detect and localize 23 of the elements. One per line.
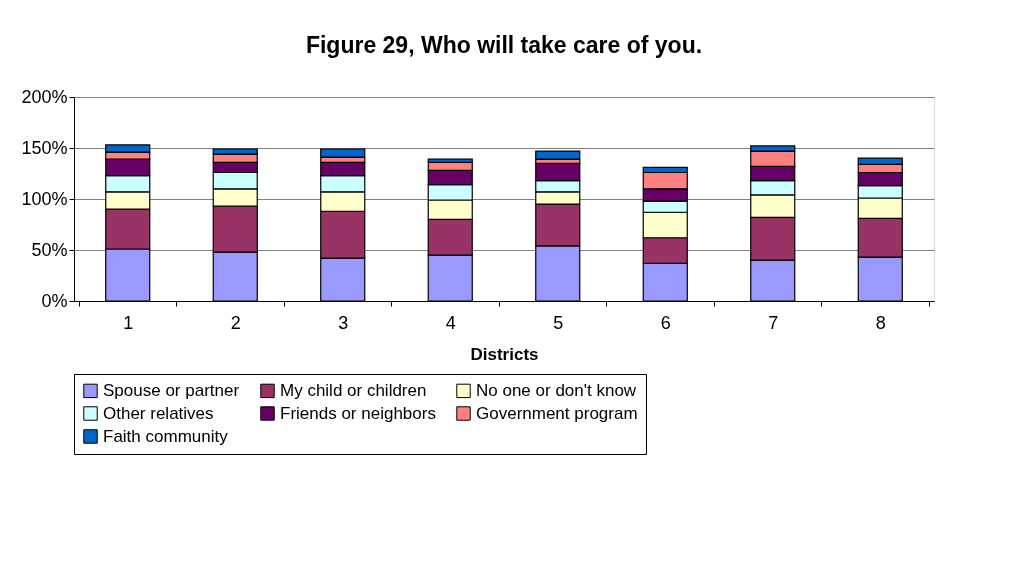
chart-title: Figure 29, Who will take care of you. [305, 32, 703, 58]
x-tick-label: 4 [445, 312, 456, 333]
x-tick-label: 7 [768, 312, 779, 333]
legend-label: Faith community [103, 426, 229, 446]
legend-label: No one or don't know [476, 380, 637, 400]
x-tick-label: 2 [230, 312, 241, 333]
bar [535, 150, 581, 160]
legend-label: Spouse or partner [103, 380, 240, 400]
legend-label: Government program [476, 403, 638, 423]
y-tick-label: 150% [21, 137, 68, 158]
x-tick-label: 5 [553, 312, 564, 333]
x-tick-label: 6 [660, 312, 671, 333]
x-axis-title: Districts [470, 344, 539, 364]
x-tick-label: 8 [875, 312, 886, 333]
y-tick-label: 50% [31, 239, 68, 260]
y-tick-label: 100% [21, 188, 68, 209]
y-tick-label: 200% [21, 86, 68, 107]
legend-label: Friends or neighbors [280, 403, 436, 423]
x-tick-label: 1 [123, 312, 134, 333]
y-tick-label: 0% [41, 290, 68, 311]
legend-label: My child or children [280, 380, 427, 400]
legend-label: Other relatives [103, 403, 214, 423]
x-tick-label: 3 [338, 312, 349, 333]
